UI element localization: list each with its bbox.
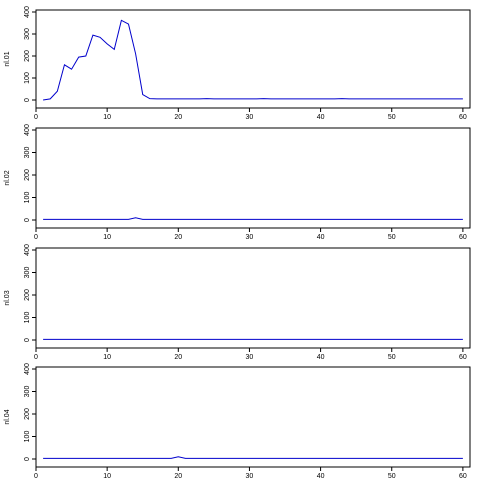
plot-frame (35, 366, 471, 468)
x-tick-label: 30 (246, 473, 254, 480)
x-tick-label: 0 (34, 234, 38, 241)
chart-panel-4: 0 100 200 300 400 0 10 20 30 40 50 60 nl.04 (4, 363, 471, 480)
y-tick-label: 200 (24, 289, 31, 301)
y-tick-label: 200 (24, 169, 31, 181)
plot-frame (35, 127, 471, 229)
y-tick-label: 0 (24, 98, 31, 102)
x-tick-label: 60 (459, 473, 467, 480)
x-tick-label: 40 (317, 354, 325, 361)
x-tick-label: 40 (317, 234, 325, 241)
x-tick-label: 50 (388, 114, 396, 121)
chart-panel-3: 0 100 200 300 400 0 10 20 30 40 50 60 nl.03 (4, 244, 471, 361)
x-tick-label: 40 (317, 473, 325, 480)
x-tick-label: 30 (246, 234, 254, 241)
y-tick-label: 400 (24, 124, 31, 136)
x-tick-label: 50 (388, 473, 396, 480)
y-tick-label: 300 (24, 386, 31, 398)
y-tick-label: 300 (24, 267, 31, 279)
y-tick-label: 100 (24, 312, 31, 324)
chart-panel-2: 0 100 200 300 400 0 10 20 30 40 50 60 nl.02 (4, 124, 471, 241)
x-tick-label: 50 (388, 234, 396, 241)
chart-panel-1: 0 100 200 300 400 0 10 20 30 40 50 60 nl.01 (4, 6, 471, 121)
x-tick-label: 20 (174, 234, 182, 241)
plot-frame (35, 247, 471, 349)
y-tick-label: 400 (24, 244, 31, 256)
series-line-1 (43, 456, 463, 459)
y-tick-label: 200 (24, 50, 31, 62)
y-tick-label: 100 (24, 431, 31, 443)
y-tick-label: 200 (24, 408, 31, 420)
y-axis-label: nl.04 (4, 409, 11, 424)
x-tick-label: 20 (174, 114, 182, 121)
x-tick-label: 60 (459, 114, 467, 121)
y-tick-label: 0 (24, 338, 31, 342)
x-tick-label: 10 (103, 354, 111, 361)
x-tick-label: 10 (103, 473, 111, 480)
x-tick-label: 20 (174, 473, 182, 480)
x-tick-label: 60 (459, 234, 467, 241)
y-tick-label: 400 (24, 363, 31, 375)
plot-frame (35, 9, 471, 109)
y-tick-label: 0 (24, 218, 31, 222)
y-tick-label: 100 (24, 72, 31, 84)
x-tick-label: 40 (317, 114, 325, 121)
series-line-1 (43, 217, 463, 220)
y-axis-label: nl.02 (4, 170, 11, 185)
y-tick-label: 400 (24, 6, 31, 18)
series-line-1 (43, 19, 463, 101)
x-tick-label: 50 (388, 354, 396, 361)
y-tick-label: 0 (24, 457, 31, 461)
x-tick-label: 0 (34, 473, 38, 480)
x-tick-label: 20 (174, 354, 182, 361)
x-tick-label: 10 (103, 114, 111, 121)
x-tick-label: 30 (246, 354, 254, 361)
x-tick-label: 0 (34, 114, 38, 121)
y-axis-label: nl.01 (4, 51, 11, 66)
y-tick-label: 300 (24, 147, 31, 159)
x-tick-label: 0 (34, 354, 38, 361)
y-tick-label: 100 (24, 192, 31, 204)
y-axis-label: nl.03 (4, 290, 11, 305)
x-tick-label: 60 (459, 354, 467, 361)
x-tick-label: 10 (103, 234, 111, 241)
x-tick-label: 30 (246, 114, 254, 121)
y-tick-label: 300 (24, 28, 31, 40)
